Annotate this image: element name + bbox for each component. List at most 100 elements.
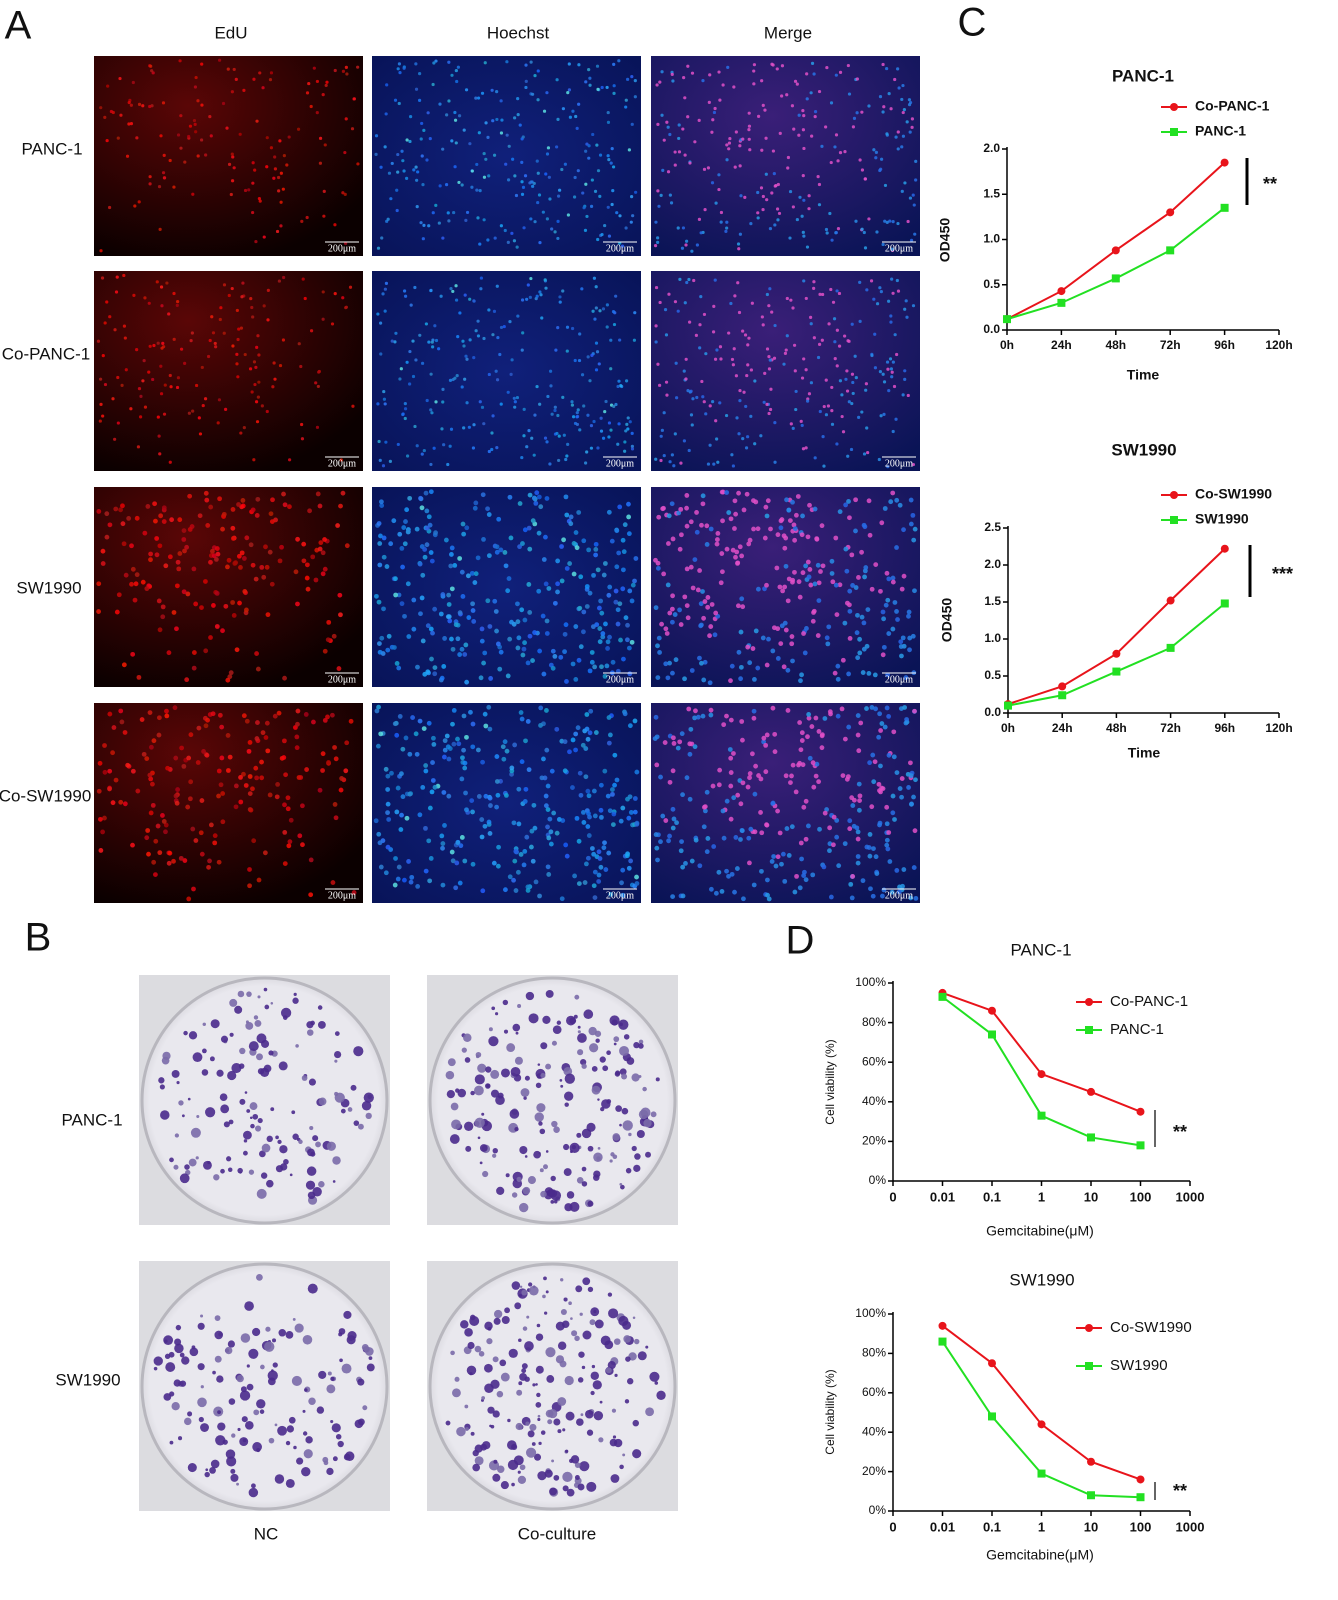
nucleus <box>423 825 428 831</box>
x-axis-label: Gemcitabine(μM) <box>986 1223 1094 1239</box>
nucleus <box>517 501 523 506</box>
nucleus <box>710 130 714 134</box>
dish <box>140 1262 389 1511</box>
nucleus <box>567 561 573 566</box>
nucleus <box>851 125 856 129</box>
nucleus <box>494 549 500 555</box>
nucleus <box>403 735 409 741</box>
nucleus <box>726 510 732 515</box>
nucleus <box>548 829 554 835</box>
nucleus <box>603 223 607 228</box>
nucleus <box>502 739 508 745</box>
colony <box>581 1181 588 1187</box>
nucleus <box>384 440 388 444</box>
nucleus <box>524 834 530 840</box>
colony <box>519 1464 526 1471</box>
nucleus <box>803 798 809 804</box>
nucleus <box>374 708 380 714</box>
nucleus <box>421 726 427 731</box>
nucleus <box>464 218 468 222</box>
colony <box>535 1333 544 1341</box>
nucleus <box>885 360 890 364</box>
colony <box>516 1389 523 1396</box>
nucleus <box>746 835 752 841</box>
nucleus <box>607 421 612 425</box>
nucleus <box>135 348 139 352</box>
nucleus <box>832 670 838 676</box>
colony <box>268 1437 275 1444</box>
colony <box>551 1040 557 1046</box>
nucleus <box>755 586 761 592</box>
nucleus <box>524 79 528 83</box>
nucleus <box>824 635 830 641</box>
nucleus <box>413 424 417 429</box>
nucleus <box>906 219 910 224</box>
nucleus <box>596 872 602 878</box>
nucleus <box>295 601 300 607</box>
column-label: Merge <box>764 23 812 42</box>
nucleus <box>193 838 199 843</box>
colony <box>564 1102 569 1107</box>
nucleus <box>768 407 773 412</box>
nucleus <box>564 679 569 684</box>
colony <box>265 1326 271 1332</box>
nucleus <box>879 157 884 161</box>
nucleus <box>282 275 286 280</box>
nucleus <box>595 143 599 147</box>
nucleus <box>100 276 105 280</box>
nucleus <box>632 718 638 724</box>
colony <box>519 1285 523 1288</box>
nucleus <box>486 553 492 559</box>
nucleus <box>541 756 546 762</box>
colony <box>563 1067 573 1076</box>
nucleus <box>903 377 907 381</box>
nucleus <box>470 185 474 189</box>
colony <box>628 1132 632 1137</box>
nucleus <box>338 503 343 509</box>
nucleus <box>760 148 764 152</box>
nucleus <box>552 653 558 659</box>
nucleus <box>147 301 151 305</box>
nucleus <box>831 300 836 304</box>
colony <box>557 1341 567 1350</box>
nucleus <box>675 396 679 400</box>
nucleus <box>733 835 739 840</box>
nucleus <box>460 521 466 527</box>
nucleus <box>456 335 460 339</box>
nucleus <box>396 170 400 174</box>
nucleus <box>596 605 602 611</box>
nucleus <box>173 793 179 799</box>
colony <box>295 1044 299 1048</box>
nucleus <box>221 101 226 106</box>
nucleus <box>713 890 719 896</box>
nucleus <box>148 557 153 563</box>
nucleus <box>833 582 839 588</box>
nucleus <box>513 405 517 409</box>
nucleus <box>725 143 729 147</box>
colony <box>500 1372 510 1382</box>
colony <box>553 1418 561 1426</box>
nucleus <box>494 369 498 373</box>
nucleus <box>403 402 407 406</box>
nucleus <box>514 193 519 198</box>
colony <box>590 1390 595 1396</box>
colony <box>240 1333 251 1343</box>
nucleus <box>695 395 699 400</box>
nucleus <box>834 834 840 840</box>
nucleus <box>728 755 734 761</box>
nucleus <box>348 285 353 289</box>
nucleus <box>872 297 876 301</box>
nucleus <box>211 553 217 559</box>
micrograph-bg <box>651 271 920 471</box>
colony <box>361 1343 369 1351</box>
nucleus <box>762 586 767 592</box>
nucleus <box>503 793 509 798</box>
colony <box>343 1310 352 1320</box>
nucleus <box>465 401 469 405</box>
nucleus <box>388 541 394 547</box>
nucleus <box>211 603 216 608</box>
nucleus <box>461 713 467 719</box>
nucleus <box>584 726 590 732</box>
nucleus <box>169 517 175 523</box>
nucleus <box>487 795 493 801</box>
